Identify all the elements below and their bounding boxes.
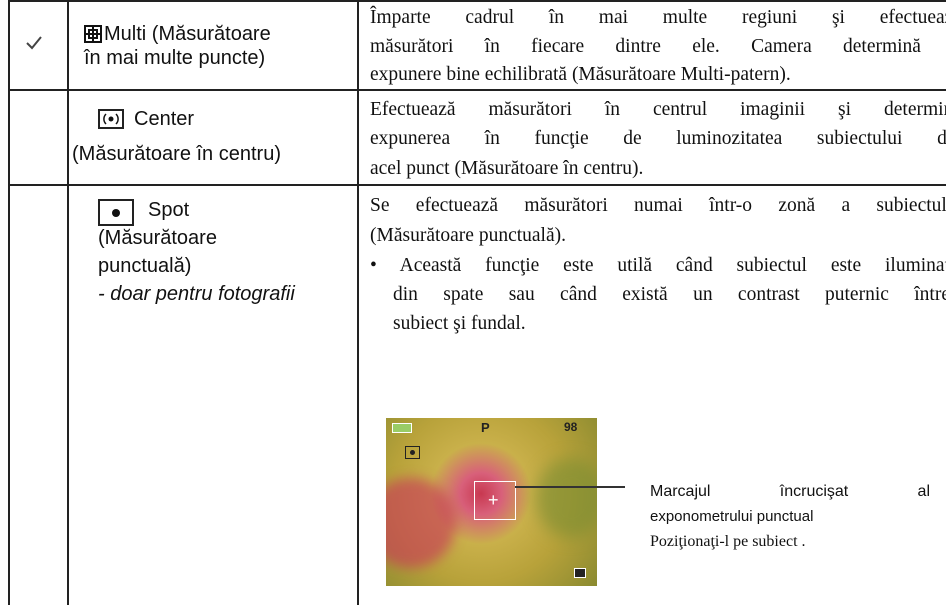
col-border	[8, 0, 10, 605]
callout: Poziţionaţi-l pe subiect .	[650, 533, 806, 550]
label: punctuală)	[98, 255, 192, 277]
callout: Marcajul încrucişat al	[650, 483, 930, 500]
row-border	[8, 184, 946, 186]
battery-icon	[392, 423, 412, 433]
label: - doar pentru fotografii	[98, 283, 295, 305]
bullet: • Această funcţie este utilă când subiec…	[370, 255, 946, 276]
mode: P	[481, 420, 490, 435]
text: Se efectuează măsurători numai într-o zo…	[370, 195, 946, 216]
text: acel punct (Măsurătoare în centru).	[370, 158, 644, 179]
multi-icon	[84, 25, 102, 43]
camera-screen: P 98 +	[386, 418, 597, 586]
row-border	[8, 89, 946, 91]
spot-icon	[98, 199, 134, 226]
check-icon	[26, 36, 42, 50]
count: 98	[564, 420, 578, 434]
text: expunere bine echilibrată (Măsurătoare M…	[370, 64, 791, 85]
spot-frame: +	[474, 481, 516, 520]
center-icon	[98, 109, 124, 129]
spot-icon	[405, 446, 420, 459]
text: expunerea în funcţie de luminozitatea su…	[370, 128, 946, 149]
label: Center	[134, 108, 195, 130]
label: Spot	[148, 199, 190, 221]
label: în mai multe puncte)	[84, 47, 266, 69]
icon	[574, 568, 586, 578]
text: Împarte cadrul în mai multe regiuni şi e…	[370, 7, 946, 28]
col-border	[357, 0, 359, 605]
text: măsurători în fiecare dintre ele. Camera…	[370, 36, 946, 57]
text: Efectuează măsurători în centrul imagini…	[370, 99, 946, 120]
row-border	[8, 0, 946, 2]
label: (Măsurătoare	[98, 227, 217, 249]
bullet: subiect şi fundal.	[393, 313, 526, 334]
label: Multi (Măsurătoare	[104, 23, 271, 45]
callout-line	[515, 486, 625, 488]
col-border	[67, 0, 69, 605]
callout: exponometrului punctual	[650, 508, 814, 525]
label: (Măsurătoare în centru)	[72, 143, 281, 165]
text: (Măsurătoare punctuală).	[370, 225, 566, 246]
bullet: din spate sau când există un contrast pu…	[393, 284, 946, 305]
